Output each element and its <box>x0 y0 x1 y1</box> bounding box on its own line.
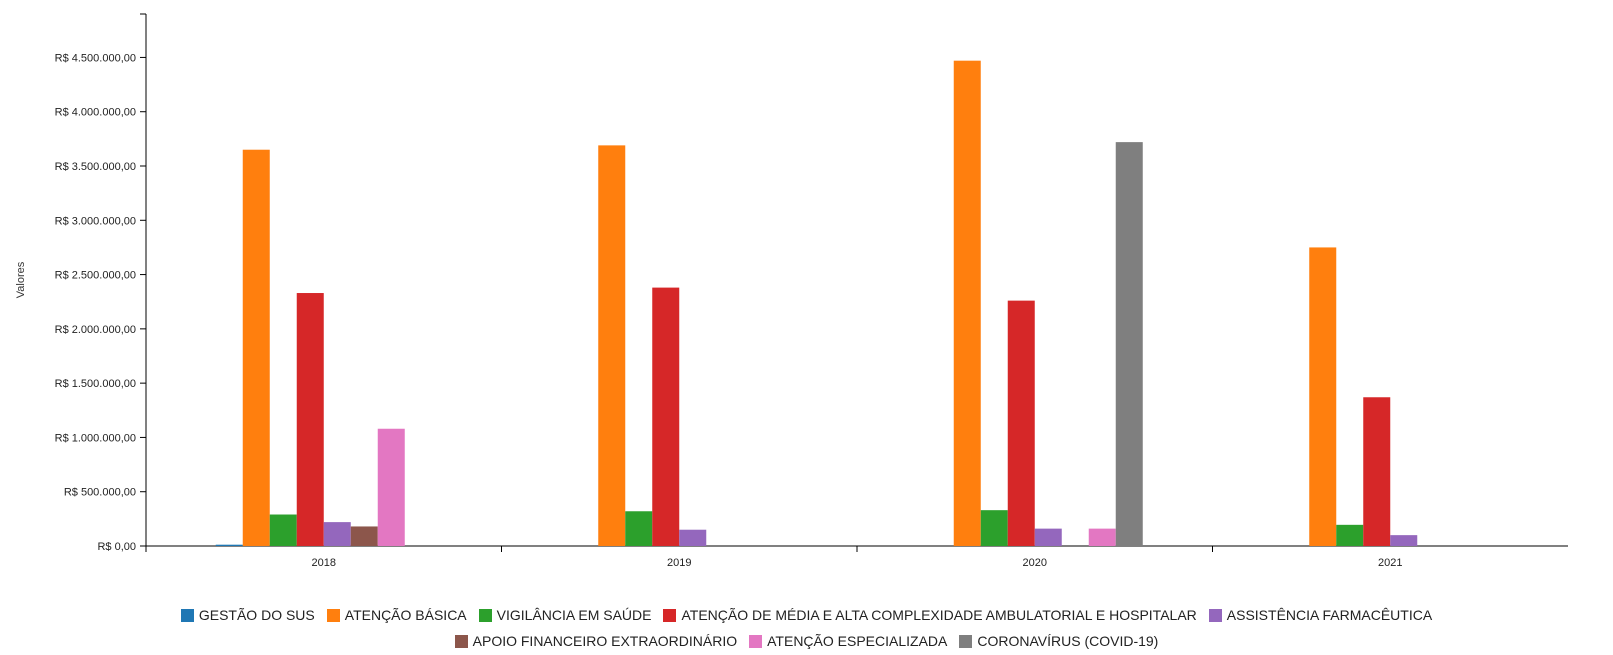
legend-label: GESTÃO DO SUS <box>198 607 315 623</box>
legend-label: CORONAVÍRUS (COVID-19) <box>977 633 1159 649</box>
bar <box>350 526 378 546</box>
legend-swatch <box>326 608 340 622</box>
legend-swatch <box>663 608 677 622</box>
bar <box>652 287 680 546</box>
x-tick-label: 2019 <box>667 557 691 569</box>
legend-label: APOIO FINANCEIRO EXTRAORDINÁRIO <box>472 633 738 649</box>
y-tick-label: R$ 4.500.000,00 <box>55 52 136 64</box>
legend-swatch <box>1208 608 1222 622</box>
y-axis-label: Valores <box>15 261 27 298</box>
x-axis: 2018 2019 2020 2021 <box>145 545 1568 569</box>
y-axis: R$ 0,00 R$ 500.000,00 R$ 1.000.000,00 R$ 1.… <box>55 13 147 553</box>
y-tick-label: R$ 2.500.000,00 <box>55 270 136 282</box>
y-tick-label: R$ 1.500.000,00 <box>55 378 136 390</box>
bars <box>215 60 1418 546</box>
bar <box>598 145 626 546</box>
bar-chart-svg: R$ 0,00 R$ 500.000,00 R$ 1.000.000,00 R$ 1.… <box>15 13 1568 569</box>
legend-swatch <box>749 634 763 648</box>
y-tick-label: R$ 0,00 <box>97 541 136 553</box>
bar <box>679 529 707 546</box>
bar <box>1390 535 1418 546</box>
legend-item[interactable]: VIGILÂNCIA EM SAÚDE <box>478 607 652 623</box>
bar <box>296 293 324 546</box>
bar <box>980 510 1008 546</box>
legend-item[interactable]: GESTÃO DO SUS <box>180 607 315 623</box>
bar <box>1115 142 1143 546</box>
bar <box>269 514 297 546</box>
legend-item[interactable]: ATENÇÃO DE MÉDIA E ALTA COMPLEXIDADE AMB… <box>663 607 1197 623</box>
bar <box>1007 300 1035 546</box>
legend-label: ATENÇÃO ESPECIALIZADA <box>767 633 948 649</box>
legend-swatch <box>478 608 492 622</box>
legend-item[interactable]: ASSISTÊNCIA FARMACÊUTICA <box>1208 607 1433 623</box>
legend-label: ATENÇÃO DE MÉDIA E ALTA COMPLEXIDADE AMB… <box>681 607 1197 623</box>
bar <box>323 522 351 546</box>
y-tick-label: R$ 1.000.000,00 <box>55 432 136 444</box>
y-tick-label: R$ 500.000,00 <box>64 487 136 499</box>
bar <box>1309 247 1337 546</box>
bar <box>377 428 405 546</box>
legend-item[interactable]: ATENÇÃO ESPECIALIZADA <box>749 633 947 649</box>
legend: GESTÃO DO SUS ATENÇÃO BÁSICA VIGILÂNCIA EM… <box>0 607 1613 649</box>
legend-item[interactable]: ATENÇÃO BÁSICA <box>326 607 467 623</box>
y-tick-label: R$ 3.000.000,00 <box>55 215 136 227</box>
legend-label: ASSISTÊNCIA FARMACÊUTICA <box>1226 607 1433 623</box>
bar <box>215 544 243 546</box>
bar <box>242 149 270 546</box>
x-tick-label: 2018 <box>312 557 336 569</box>
bar <box>1363 397 1391 546</box>
bar <box>1034 528 1062 546</box>
bar <box>1336 524 1364 546</box>
legend-label: VIGILÂNCIA EM SAÚDE <box>496 607 652 623</box>
legend-item[interactable]: APOIO FINANCEIRO EXTRAORDINÁRIO <box>454 633 738 649</box>
y-tick-label: R$ 2.000.000,00 <box>55 324 136 336</box>
bar <box>953 60 981 546</box>
legend-swatch <box>454 634 468 648</box>
legend-item[interactable]: CORONAVÍRUS (COVID-19) <box>959 633 1158 649</box>
legend-swatch <box>180 608 194 622</box>
y-tick-label: R$ 4.000.000,00 <box>55 107 136 119</box>
x-tick-label: 2020 <box>1023 557 1047 569</box>
bar <box>1088 528 1116 546</box>
bar <box>625 511 653 546</box>
legend-swatch <box>959 634 973 648</box>
legend-label: ATENÇÃO BÁSICA <box>344 607 467 623</box>
y-tick-label: R$ 3.500.000,00 <box>55 161 136 173</box>
x-tick-label: 2021 <box>1378 557 1402 569</box>
